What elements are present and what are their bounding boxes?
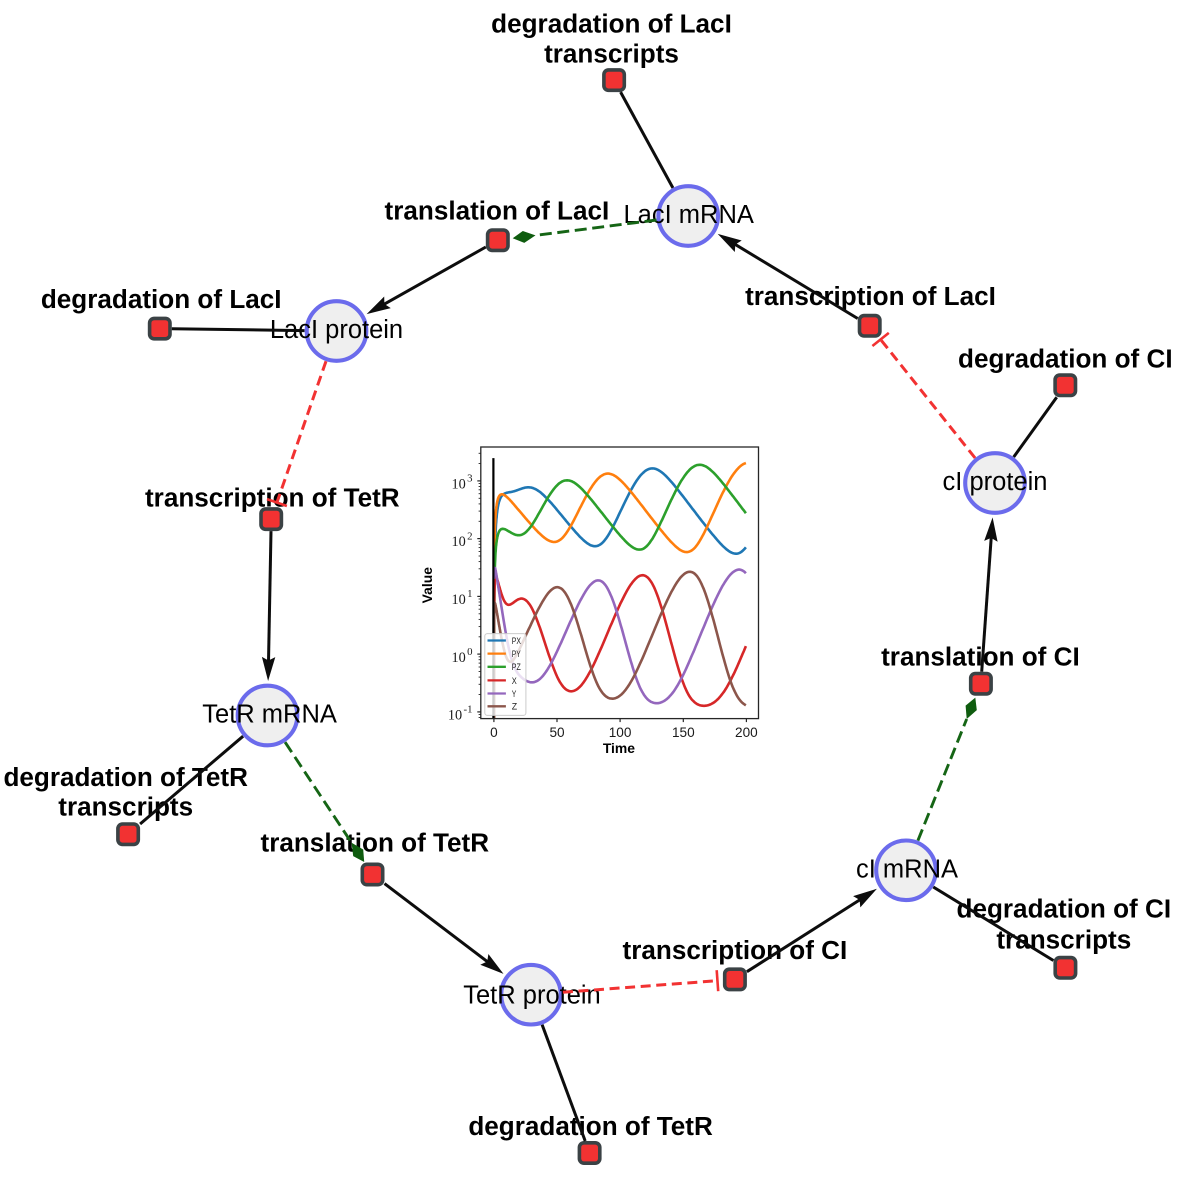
- svg-text:translation of CI: translation of CI: [881, 642, 1080, 672]
- svg-text:transcription of TetR: transcription of TetR: [145, 483, 400, 513]
- svg-text:200: 200: [735, 725, 758, 740]
- svg-text:PZ: PZ: [512, 662, 521, 673]
- svg-text:LacI mRNA: LacI mRNA: [624, 201, 754, 229]
- svg-text:X: X: [512, 676, 518, 687]
- svg-text:transcription of LacI: transcription of LacI: [745, 281, 996, 311]
- svg-text:degradation of LacI: degradation of LacI: [41, 284, 282, 314]
- svg-text:degradation of TetR: degradation of TetR: [468, 1111, 713, 1141]
- svg-text:150: 150: [672, 725, 695, 740]
- svg-text:TetR mRNA: TetR mRNA: [202, 701, 337, 729]
- svg-text:translation of TetR: translation of TetR: [261, 828, 490, 858]
- svg-text:translation of LacI: translation of LacI: [385, 196, 610, 226]
- svg-text:cI mRNA: cI mRNA: [856, 855, 958, 883]
- svg-text:cI protein: cI protein: [943, 468, 1048, 496]
- svg-text:Y: Y: [512, 689, 517, 700]
- svg-text:degradation of TetR: degradation of TetR: [3, 762, 248, 792]
- svg-text:Time: Time: [603, 740, 635, 756]
- svg-text:Value: Value: [419, 567, 435, 604]
- svg-text:0: 0: [490, 725, 498, 740]
- svg-text:50: 50: [549, 725, 565, 740]
- svg-text:PX: PX: [512, 636, 522, 647]
- svg-text:PY: PY: [512, 649, 521, 660]
- svg-text:degradation of CI: degradation of CI: [957, 894, 1172, 924]
- svg-text:Z: Z: [512, 702, 518, 713]
- svg-text:TetR protein: TetR protein: [463, 982, 601, 1010]
- svg-text:transcription of CI: transcription of CI: [623, 935, 848, 965]
- svg-text:transcripts: transcripts: [544, 39, 679, 69]
- svg-text:degradation of CI: degradation of CI: [958, 344, 1173, 374]
- svg-text:degradation of LacI: degradation of LacI: [491, 8, 732, 38]
- svg-text:100: 100: [609, 725, 632, 740]
